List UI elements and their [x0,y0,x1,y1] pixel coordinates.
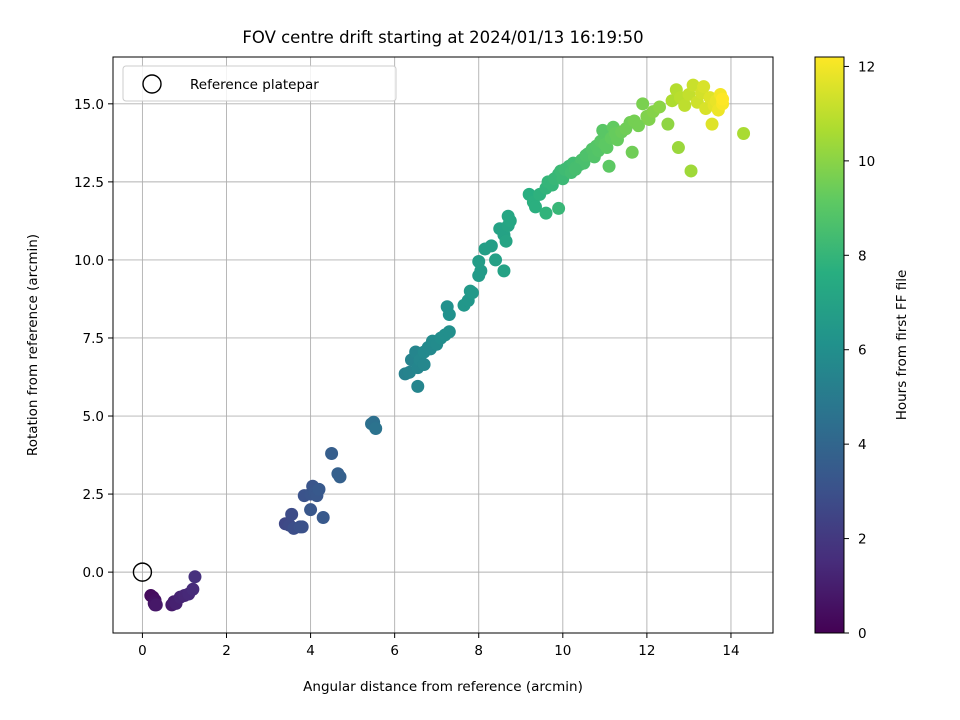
colorbar-ticks: 0 2 4 6 8 10 12 [844,59,875,642]
data-point [568,162,582,176]
y-tick-label: 2.5 [83,487,104,503]
x-tick-label: 10 [554,643,571,659]
data-point [652,100,666,114]
data-point [678,98,692,112]
data-point [737,126,751,140]
x-axis-ticks: 0 2 4 6 8 10 12 14 [138,633,740,659]
x-axis-label: Angular distance from reference (arcmin) [303,679,583,695]
data-point [333,470,347,484]
colorbar-label: Hours from first FF file [894,270,910,421]
data-point [671,141,685,155]
x-tick-label: 14 [722,643,739,659]
data-point [417,358,431,372]
data-point [304,503,318,517]
y-axis-label: Rotation from reference (arcmin) [25,234,41,456]
data-point [539,206,553,220]
grid-lines [113,57,773,633]
data-point [465,286,479,300]
data-point [631,119,645,133]
data-point [661,117,675,131]
x-tick-label: 0 [138,643,147,659]
data-point [484,239,498,253]
data-point [716,92,730,106]
y-tick-label: 15.0 [74,97,104,113]
data-point [472,254,486,268]
data-point [636,97,650,111]
colorbar-gradient [815,57,844,633]
data-point [186,582,200,596]
data-point [316,510,330,524]
data-point [705,117,719,131]
y-tick-label: 10.0 [74,253,104,269]
x-tick-label: 6 [390,643,399,659]
x-tick-label: 4 [306,643,315,659]
data-point [411,379,425,393]
data-point [625,145,639,159]
data-point [499,234,513,248]
data-point [596,123,610,137]
reference-marker-layer [132,562,153,582]
data-point [602,159,616,173]
colorbar-frame [814,56,845,634]
data-point [497,264,511,278]
data-point [686,78,700,92]
legend-marker [142,74,162,94]
plot-frame [112,56,774,634]
x-tick-label: 12 [638,643,655,659]
x-tick-label: 2 [222,643,231,659]
data-point [489,253,503,267]
colorbar-tick-label: 4 [858,437,867,453]
data-point [442,308,456,322]
y-tick-label: 12.5 [74,175,104,191]
colorbar-tick-label: 10 [858,154,875,170]
colorbar-tick-label: 0 [858,626,867,642]
data-point [149,598,163,612]
colorbar-tick-label: 2 [858,532,867,548]
data-point [312,482,326,496]
colorbar-tick-label: 6 [858,343,867,359]
legend-entry-reference: Reference platepar [190,77,319,93]
data-point [442,325,456,339]
legend: Reference platepar [122,65,397,102]
data-point [684,164,698,178]
colorbar: 0 2 4 6 8 10 12 Hours from first FF file [814,56,910,642]
data-point [325,446,339,460]
y-tick-label: 0.0 [83,565,104,581]
data-point [503,214,517,228]
data-point [528,200,542,214]
x-tick-label: 8 [474,643,483,659]
legend-box [122,65,397,102]
data-point [188,570,202,584]
y-tick-label: 7.5 [83,331,104,347]
data-point [285,507,299,521]
data-point [697,80,711,94]
colorbar-tick-label: 12 [858,59,875,75]
reference-platepar-marker [132,562,153,582]
y-axis-ticks: 0.0 2.5 5.0 7.5 10.0 12.5 15.0 [74,97,113,581]
y-tick-label: 5.0 [83,409,104,425]
data-point [295,520,309,534]
data-point [369,422,383,436]
colorbar-tick-label: 8 [858,248,867,264]
chart-title: FOV centre drift starting at 2024/01/13 … [242,28,643,47]
data-point [552,201,566,215]
data-points [144,78,751,612]
